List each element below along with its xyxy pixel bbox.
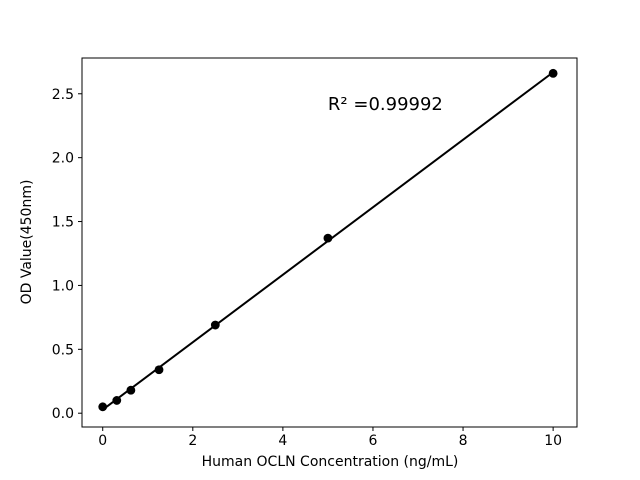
data-point	[112, 396, 122, 405]
x-tick-label: 4	[278, 433, 287, 449]
y-tick-label: 1.0	[52, 278, 74, 294]
y-tick-label: 2.5	[52, 87, 74, 103]
y-tick-label: 0.0	[52, 406, 74, 422]
x-tick-label: 10	[544, 433, 562, 449]
y-tick-label: 0.5	[52, 342, 74, 358]
y-tick-label: 2.0	[52, 151, 74, 167]
r-squared-annotation: R² =0.99992	[328, 94, 443, 115]
data-point	[323, 233, 333, 243]
y-axis-label: OD Value(450nm)	[19, 180, 35, 305]
x-tick-label: 6	[369, 433, 378, 449]
x-tick-label: 0	[98, 433, 107, 449]
x-tick-label: 2	[188, 433, 197, 449]
data-point	[548, 68, 558, 78]
x-tick-label: 8	[459, 433, 468, 449]
plot-generated-layer: 0 2 4 6 8 10 0.0 0.5 1.0 1.5 2.0 2.5	[52, 57, 578, 449]
data-point	[98, 402, 108, 412]
y-tick-label: 1.5	[52, 215, 74, 231]
data-point	[154, 365, 164, 375]
x-axis-label: Human OCLN Concentration (ng/mL)	[202, 454, 459, 470]
data-point	[126, 385, 136, 395]
plot-border	[81, 57, 578, 428]
data-point	[210, 320, 220, 330]
